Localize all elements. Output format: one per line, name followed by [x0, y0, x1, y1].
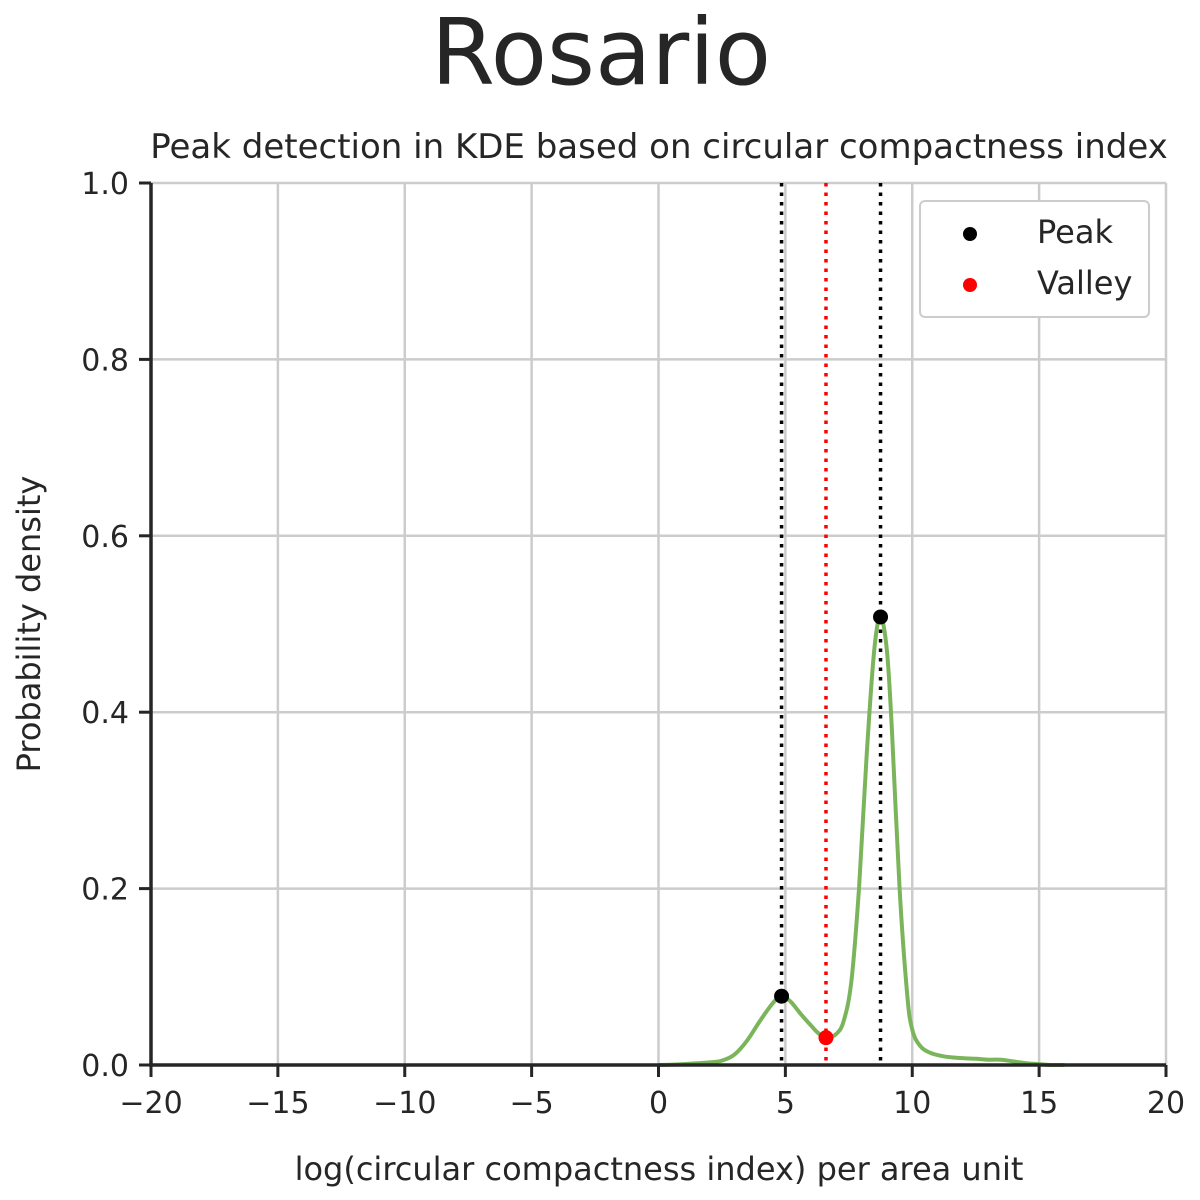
peak-valley-points [774, 609, 889, 1046]
chart-legend: Peak Valley [919, 200, 1150, 318]
x-tick-label: 0 [649, 1086, 668, 1121]
y-tick-label: 0.4 [81, 696, 129, 731]
tick-labels: −20 −15 −10 −5 0 5 10 15 20 0.0 0.2 0.4 0.6 0.8 1.0 [81, 167, 1185, 1121]
x-tick-label: 10 [893, 1086, 931, 1121]
legend-valley-label: Valley [1037, 264, 1132, 302]
kde-series [658, 614, 1065, 1068]
vertical-markers [779, 183, 883, 1065]
legend-valley-marker [963, 278, 977, 292]
x-tick-label: −15 [246, 1086, 309, 1121]
peak-point [873, 609, 889, 625]
y-axis-label: Probability density [10, 476, 48, 773]
legend-peak-label: Peak [1037, 213, 1113, 251]
axes [139, 181, 1168, 1077]
x-tick-label: 15 [1020, 1086, 1058, 1121]
legend-peak-marker [963, 227, 977, 241]
y-tick-label: 1.0 [81, 167, 129, 202]
y-tick-label: 0.6 [81, 520, 129, 555]
x-axis-label: log(circular compactness index) per area… [295, 1150, 1024, 1188]
kde-curve [658, 614, 1065, 1068]
grid-lines [151, 181, 1168, 1065]
y-tick-label: 0.8 [81, 343, 129, 378]
y-tick-label: 0.0 [81, 1049, 129, 1084]
x-tick-label: 5 [776, 1086, 795, 1121]
x-tick-label: −5 [510, 1086, 554, 1121]
peak-point [774, 988, 790, 1004]
figure-suptitle: Rosario [431, 0, 771, 106]
x-tick-label: −10 [373, 1086, 436, 1121]
valley-point [818, 1030, 834, 1046]
chart-title: Peak detection in KDE based on circular … [150, 127, 1168, 167]
legend-frame [919, 200, 1150, 318]
y-tick-label: 0.2 [81, 873, 129, 908]
x-tick-label: 20 [1147, 1086, 1185, 1121]
x-tick-label: −20 [119, 1086, 182, 1121]
